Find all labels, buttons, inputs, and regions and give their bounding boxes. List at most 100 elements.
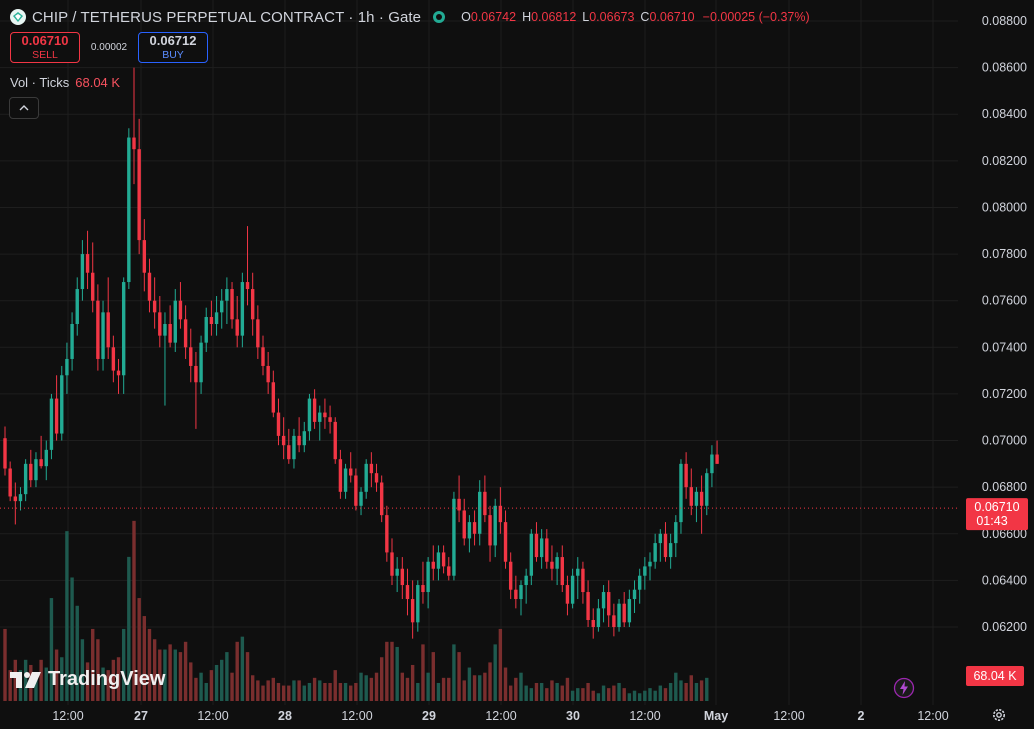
sell-button[interactable]: 0.06710 SELL (10, 32, 80, 63)
volume-bar (44, 667, 48, 701)
candle-body (679, 463, 683, 523)
candle-body (183, 319, 188, 348)
candle-body (349, 468, 353, 476)
tradingview-mark-icon (10, 671, 41, 688)
candle-body (364, 463, 368, 492)
candle-body (60, 375, 64, 434)
candle-body (410, 599, 415, 623)
volume-bar (199, 672, 203, 701)
candle-body (601, 592, 606, 609)
volume-bar (60, 657, 64, 701)
candle-body (323, 412, 327, 418)
candle-body (302, 431, 306, 446)
volume-bar (519, 672, 523, 701)
volume-bar (705, 677, 709, 701)
volume-bar (560, 685, 564, 701)
candle-body (508, 561, 513, 590)
candle-body (225, 289, 229, 301)
candle-body (503, 522, 508, 562)
candle-body (462, 510, 466, 539)
bar-countdown: 01:43 (976, 514, 1007, 528)
lightning-icon[interactable] (893, 677, 915, 699)
price-tick-label: 0.07200 (982, 387, 1027, 401)
volume-bar (591, 690, 595, 701)
volume-bar (431, 652, 435, 701)
volume-bar (390, 641, 394, 701)
candle-body (416, 585, 420, 623)
time-tick-label: May (704, 709, 728, 723)
candle-body (13, 496, 18, 502)
gear-icon[interactable] (991, 707, 1007, 723)
candle-body (441, 552, 446, 567)
symbol-title[interactable]: CHIP / TETHERUS PERPETUAL CONTRACT · 1h … (32, 8, 422, 26)
candle-body (245, 282, 250, 290)
candle-body (209, 317, 214, 324)
volume-bar (689, 675, 693, 701)
volume-bar (240, 636, 245, 701)
candle-body (519, 585, 523, 600)
buy-button[interactable]: 0.06712 BUY (138, 32, 208, 63)
candle-body (534, 533, 539, 558)
price-axis[interactable]: 0.08800 0.08600 0.08400 0.08200 0.08000 0.078… (982, 14, 1027, 634)
volume-bar (478, 675, 482, 701)
volume-bar (250, 675, 255, 701)
time-tick-label: 12:00 (52, 709, 83, 723)
candle-body (658, 533, 663, 544)
candle-body (34, 459, 38, 481)
volume-bar (648, 688, 652, 701)
candle-body (431, 561, 435, 569)
candlesticks (3, 67, 719, 639)
last-volume-badge-bg (966, 666, 1024, 686)
price-tick-label: 0.07400 (982, 340, 1027, 354)
volume-bar (405, 677, 410, 701)
candle-body (467, 522, 472, 539)
candle-body (250, 289, 255, 320)
volume-bar (261, 685, 265, 701)
buy-label: BUY (162, 49, 184, 61)
volume-bar (80, 639, 85, 701)
volume-bar (276, 682, 281, 701)
candle-body (545, 538, 549, 562)
candle-body (627, 599, 632, 623)
candle-body (483, 491, 487, 516)
volume-bar (96, 639, 100, 701)
volume-bar (653, 690, 657, 701)
change-value: −0.00025 (−0.37%) (702, 10, 810, 24)
spread-value: 0.00002 (90, 42, 128, 53)
candle-body (121, 282, 126, 376)
high-label: H (522, 10, 532, 24)
market-open-dot-icon[interactable] (433, 11, 446, 23)
time-axis[interactable]: 12:00 27 12:00 28 12:00 29 12:00 30 12:00 May 12:0… (52, 709, 948, 723)
volume-legend[interactable]: Vol · Ticks 68.04 K (10, 75, 120, 90)
volume-bar (158, 649, 162, 701)
volume-bar (292, 680, 296, 701)
sell-label: SELL (32, 49, 58, 61)
last-price-badge-bg (966, 498, 1028, 531)
candle-body (106, 312, 110, 348)
candle-body (395, 568, 399, 576)
volume-bar (441, 677, 446, 701)
volume-bar (235, 641, 239, 701)
chip-coin-icon[interactable] (10, 9, 26, 25)
tradingview-logo[interactable]: TradingView (10, 668, 165, 691)
candle-body (560, 557, 564, 586)
volume-bar (612, 685, 616, 701)
volume-bar (323, 682, 327, 701)
volume-bar (142, 616, 147, 701)
candle-body (261, 347, 265, 366)
candle-body (447, 566, 451, 576)
candle-body (617, 603, 621, 627)
volume-bar (137, 598, 141, 701)
collapse-legend-button[interactable] (9, 97, 39, 119)
volume-bar (39, 659, 43, 701)
volume-bar (596, 693, 601, 701)
volume-bar (204, 682, 208, 701)
candle-body (178, 300, 183, 320)
volume-bar (576, 688, 580, 701)
volume-bar (297, 680, 301, 701)
price-tick-label: 0.06400 (982, 573, 1027, 587)
candle-body (65, 358, 69, 376)
candle-body (359, 491, 363, 506)
volume-bar (364, 675, 368, 701)
